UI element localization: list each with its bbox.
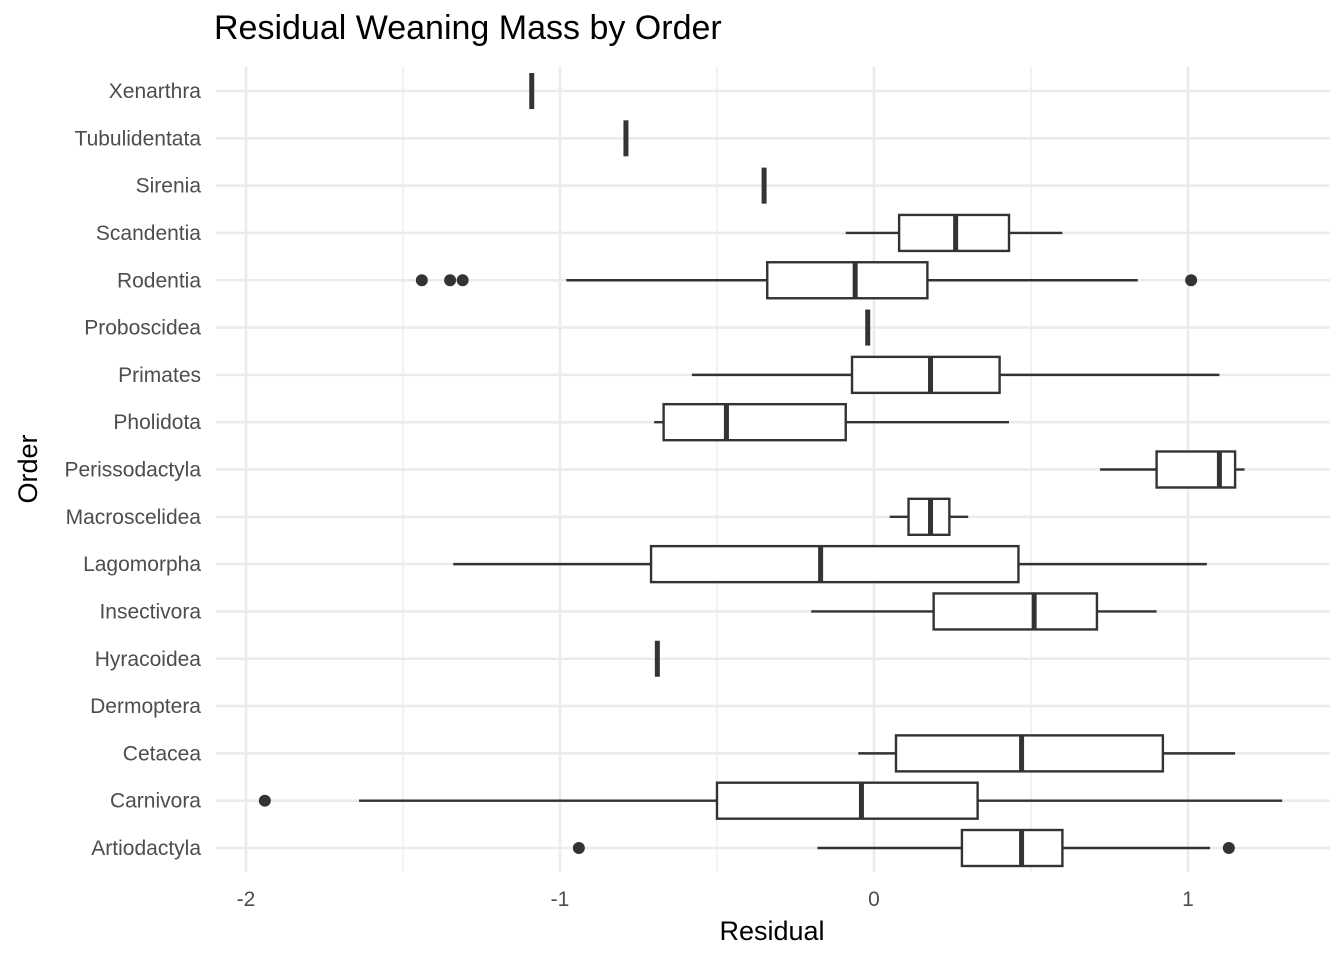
outlier-point (572, 842, 585, 854)
y-tick-label: Tubulidentata (75, 127, 202, 150)
y-tick-label: Lagomorpha (83, 553, 201, 576)
y-tick-label: Pholidota (113, 411, 201, 434)
y-tick-label: Hyracoidea (95, 648, 202, 671)
box-perissodactyla (1100, 450, 1245, 489)
y-tick-label: Perissodactyla (64, 459, 201, 482)
box-lagomorpha (453, 544, 1207, 584)
y-axis-title: Order (13, 434, 43, 503)
y-tick-label: Artiodactyla (91, 837, 201, 860)
outlier-point (1222, 842, 1235, 854)
box-iqr (894, 734, 1165, 773)
y-tick-label: Macroscelidea (66, 506, 202, 529)
box-series (258, 73, 1283, 868)
box-iqr (932, 592, 1099, 631)
box-primates (691, 355, 1220, 395)
y-tick-label: Primates (118, 364, 201, 387)
x-tick-label: 1 (1182, 888, 1194, 911)
box-rodentia (415, 261, 1198, 300)
box-artiodactyla (572, 828, 1235, 868)
x-tick-label: 0 (868, 888, 880, 911)
outlier-point (1185, 274, 1198, 287)
x-tick-labels: -2 -1 0 1 (237, 888, 1194, 911)
box-carnivora (258, 781, 1283, 820)
box-iqr (1155, 450, 1237, 489)
y-tick-label: Proboscidea (84, 317, 201, 340)
box-iqr (649, 544, 1020, 584)
box-iqr (662, 402, 847, 442)
x-tick-label: -2 (237, 888, 256, 911)
y-tick-label: Insectivora (99, 600, 201, 623)
box-scandentia (845, 213, 1063, 253)
outlier-point (415, 274, 428, 287)
y-tick-label: Dermoptera (90, 695, 201, 718)
y-tick-label: Carnivora (110, 790, 201, 813)
box-insectivora (811, 592, 1157, 631)
outlier-point (444, 274, 457, 287)
y-tick-label: Scandentia (96, 222, 201, 245)
y-tick-label: Cetacea (123, 742, 202, 765)
outlier-point (258, 794, 271, 807)
x-tick-label: -1 (551, 888, 570, 911)
x-axis-title: Residual (719, 916, 824, 946)
box-macroscelidea (889, 497, 969, 537)
outlier-point (456, 274, 469, 287)
chart-title: Residual Weaning Mass by Order (214, 9, 722, 47)
y-tick-label: Rodentia (117, 269, 201, 292)
box-pholidota (654, 402, 1010, 442)
box-cetacea (858, 734, 1236, 773)
box-iqr (715, 781, 979, 820)
y-tick-label: Sirenia (136, 175, 202, 198)
box-iqr (960, 828, 1064, 868)
box-iqr (850, 355, 1001, 395)
y-tick-labels: Artiodactyla Carnivora Cetacea Dermoptera Hy… (64, 80, 201, 860)
y-tick-label: Xenarthra (109, 80, 202, 103)
box-iqr (766, 261, 929, 300)
